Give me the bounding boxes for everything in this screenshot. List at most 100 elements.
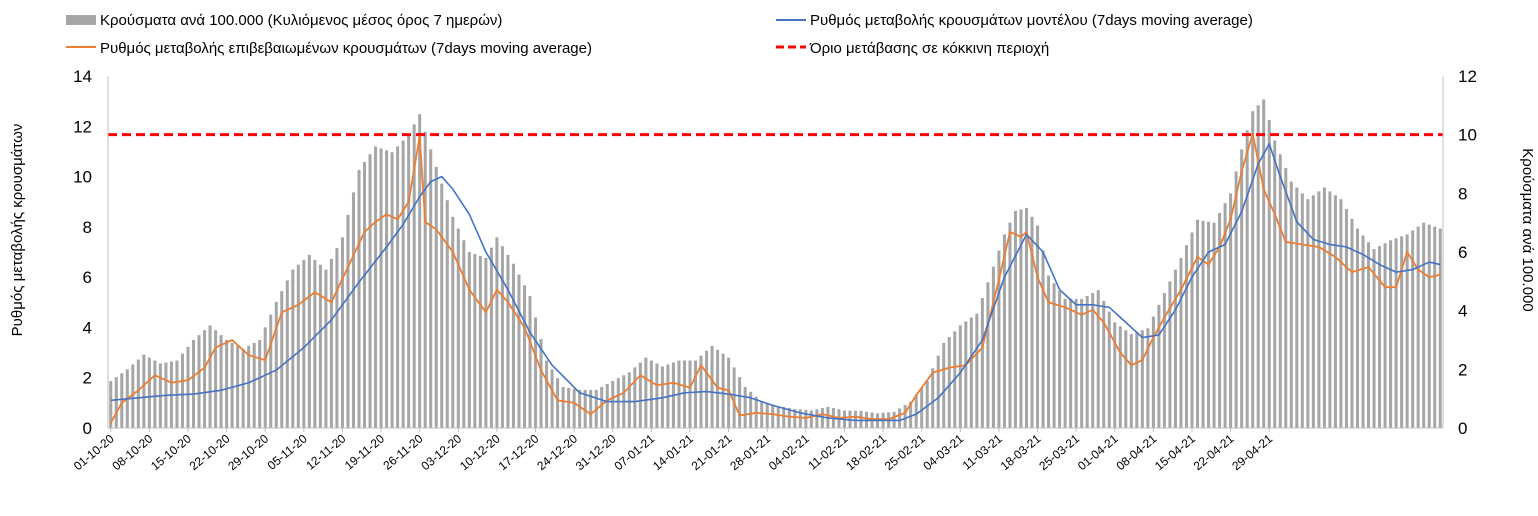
bar (655, 363, 659, 428)
legend-label-threshold: Όριο μετάβασης σε κόκκινη περιοχή (809, 40, 1049, 57)
bar (219, 335, 223, 428)
x-tick-label: 25-02-21 (882, 431, 928, 473)
x-tick-label: 17-12-20 (496, 431, 542, 473)
bar (1129, 334, 1133, 428)
bar (429, 149, 433, 428)
bar (153, 360, 157, 428)
bar (859, 410, 863, 428)
bar (484, 257, 488, 428)
bar (1240, 149, 1244, 428)
bar (638, 362, 642, 428)
y-tick-right: 2 (1458, 360, 1467, 379)
bar (583, 389, 587, 428)
x-tick-label: 14-01-21 (650, 431, 696, 473)
bar (1273, 140, 1277, 428)
bar (991, 266, 995, 428)
bar (451, 216, 455, 428)
bar (1229, 193, 1233, 428)
bar (318, 264, 322, 428)
bar (1405, 234, 1409, 428)
bar (534, 317, 538, 428)
y-tick-left: 14 (73, 67, 92, 86)
bar (964, 321, 968, 428)
legend: Κρούσματα ανά 100.000 (Κυλιόμενος μέσος … (66, 12, 1253, 57)
x-tick-label: 04-02-21 (766, 431, 812, 473)
bar (1311, 195, 1315, 428)
x-tick-label: 24-12-20 (534, 431, 580, 473)
bar (1207, 221, 1211, 428)
bar (225, 340, 229, 428)
bar (644, 357, 648, 428)
bar (1378, 246, 1382, 428)
bar (578, 389, 582, 428)
bar (374, 146, 378, 428)
bar (109, 381, 113, 428)
bar (1008, 222, 1012, 428)
bar (214, 330, 218, 428)
bar (997, 250, 1001, 428)
bar (760, 401, 764, 428)
bar (682, 360, 686, 428)
bar (1024, 208, 1029, 428)
bar (980, 297, 984, 428)
bar (351, 192, 355, 428)
bar (269, 314, 273, 428)
bar (539, 339, 543, 428)
bar (627, 372, 631, 428)
y-tick-left: 8 (83, 218, 92, 237)
bar (489, 247, 493, 428)
bar (340, 237, 344, 428)
bar (434, 166, 438, 428)
bar (274, 301, 278, 428)
bar (203, 330, 207, 428)
bar (363, 162, 367, 429)
y-tick-right: 8 (1458, 184, 1467, 203)
bar (1427, 224, 1431, 428)
bar (313, 259, 317, 428)
bar (914, 394, 918, 428)
bar (368, 154, 372, 428)
bar (1218, 212, 1222, 428)
bar (782, 406, 786, 428)
bar (567, 387, 571, 428)
bar (815, 409, 819, 428)
bar (1063, 298, 1067, 428)
axes (107, 76, 1444, 429)
bar (1212, 222, 1216, 428)
bar (1284, 167, 1288, 428)
bar (920, 387, 924, 428)
y-tick-left: 0 (83, 419, 92, 438)
bar (1190, 232, 1194, 428)
bar (572, 388, 576, 428)
bar (1096, 290, 1100, 428)
legend-label-bars: Κρούσματα ανά 100.000 (Κυλιόμενος μέσος … (100, 12, 502, 29)
legend-swatch-bars (66, 15, 96, 25)
y-tick-left: 6 (83, 268, 92, 287)
bar (412, 124, 416, 429)
bar (925, 381, 929, 428)
x-tick-label: 15-04-21 (1152, 431, 1198, 473)
bar (969, 317, 973, 428)
bar (1118, 326, 1122, 428)
bar (1113, 322, 1117, 428)
bar (418, 114, 422, 428)
bar (1433, 226, 1437, 428)
bar (705, 350, 709, 428)
bar (407, 134, 411, 429)
bar (975, 313, 979, 428)
bar (1267, 120, 1271, 428)
bar (1179, 257, 1183, 428)
bar (1344, 208, 1348, 428)
bar (556, 378, 560, 428)
bar (738, 377, 742, 428)
x-tick-label: 31-12-20 (573, 431, 619, 473)
bar (804, 409, 808, 428)
bar (765, 403, 769, 428)
bar (302, 259, 306, 428)
bar (1162, 293, 1166, 428)
bar (809, 410, 813, 428)
bar (114, 377, 118, 428)
bar (1355, 228, 1360, 428)
x-tick-label: 15-10-20 (148, 431, 194, 473)
